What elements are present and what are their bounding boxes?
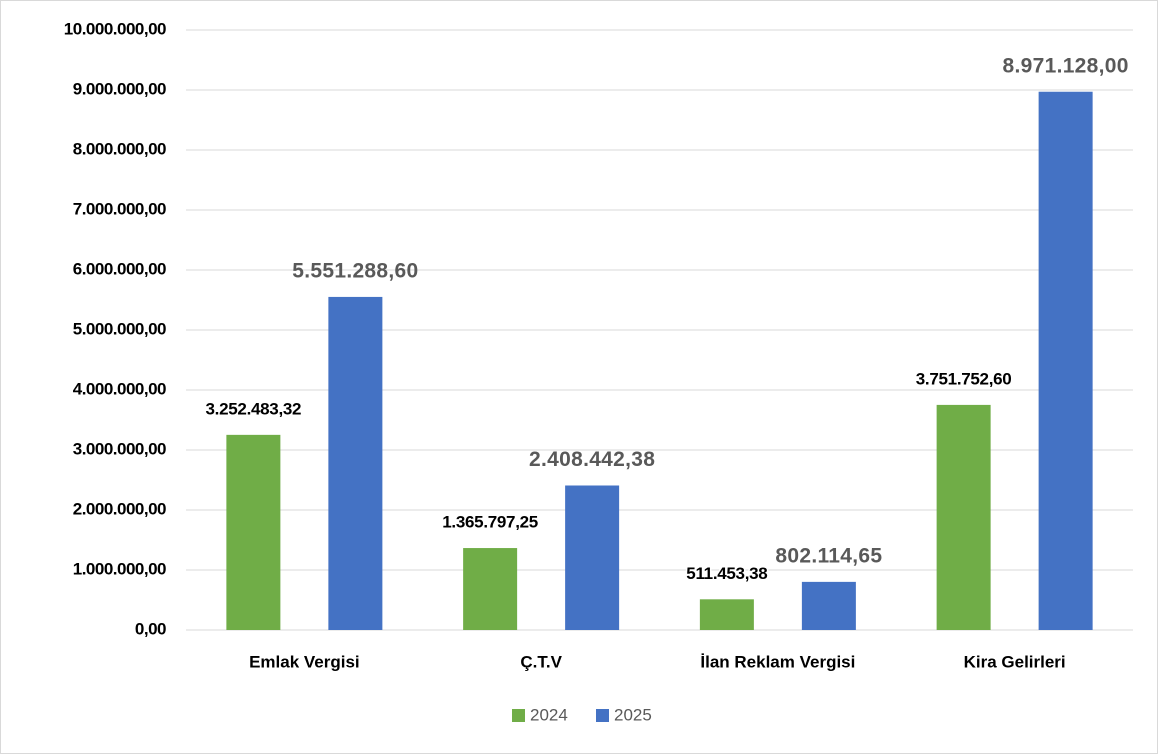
- value-label: 5.551.288,60: [292, 259, 418, 282]
- y-tick-label: 2.000.000,00: [73, 499, 166, 518]
- y-tick-label: 1.000.000,00: [73, 559, 166, 578]
- value-label: 3.751.752,60: [916, 369, 1012, 388]
- bar: [328, 296, 383, 630]
- y-tick-label: 3.000.000,00: [73, 439, 166, 458]
- y-tick-label: 9.000.000,00: [73, 79, 166, 98]
- bar: [801, 581, 856, 630]
- y-tick-label: 10.000.000,00: [64, 19, 166, 38]
- bar: [699, 599, 754, 630]
- legend-swatch: [596, 709, 609, 722]
- x-tick-label: İlan Reklam Vergisi: [700, 652, 855, 671]
- value-label: 8.971.128,00: [1003, 54, 1129, 77]
- bar: [226, 434, 281, 630]
- bar: [1038, 91, 1093, 631]
- x-tick-label: Ç.T.V: [520, 652, 562, 671]
- y-tick-label: 0,00: [135, 619, 166, 638]
- value-label: 3.252.483,32: [206, 399, 302, 418]
- value-label: 802.114,65: [775, 544, 882, 567]
- y-tick-label: 6.000.000,00: [73, 259, 166, 278]
- y-tick-label: 5.000.000,00: [73, 319, 166, 338]
- legend-label: 2024: [530, 705, 568, 724]
- value-label: 2.408.442,38: [529, 448, 655, 471]
- legend-swatch: [512, 709, 525, 722]
- bar: [936, 404, 991, 630]
- value-label: 511.453,38: [686, 564, 767, 583]
- y-tick-label: 4.000.000,00: [73, 379, 166, 398]
- value-label: 1.365.797,25: [442, 513, 538, 532]
- y-tick-label: 8.000.000,00: [73, 139, 166, 158]
- bar: [565, 485, 620, 630]
- y-tick-label: 7.000.000,00: [73, 199, 166, 218]
- x-tick-label: Kira Gelirleri: [964, 652, 1066, 671]
- x-tick-label: Emlak Vergisi: [249, 652, 360, 671]
- bar: [463, 548, 518, 630]
- legend-label: 2025: [614, 705, 652, 724]
